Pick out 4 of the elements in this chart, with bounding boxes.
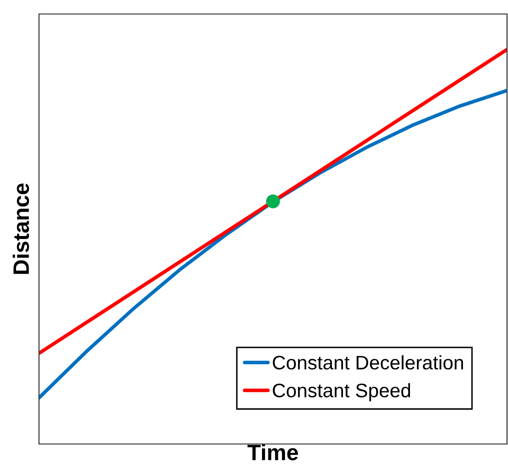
y-axis-title: Distance	[12, 183, 30, 274]
legend-label: Constant Deceleration	[272, 355, 463, 370]
legend-label: Constant Speed	[272, 383, 410, 402]
x-axis-title: Time	[248, 444, 298, 460]
